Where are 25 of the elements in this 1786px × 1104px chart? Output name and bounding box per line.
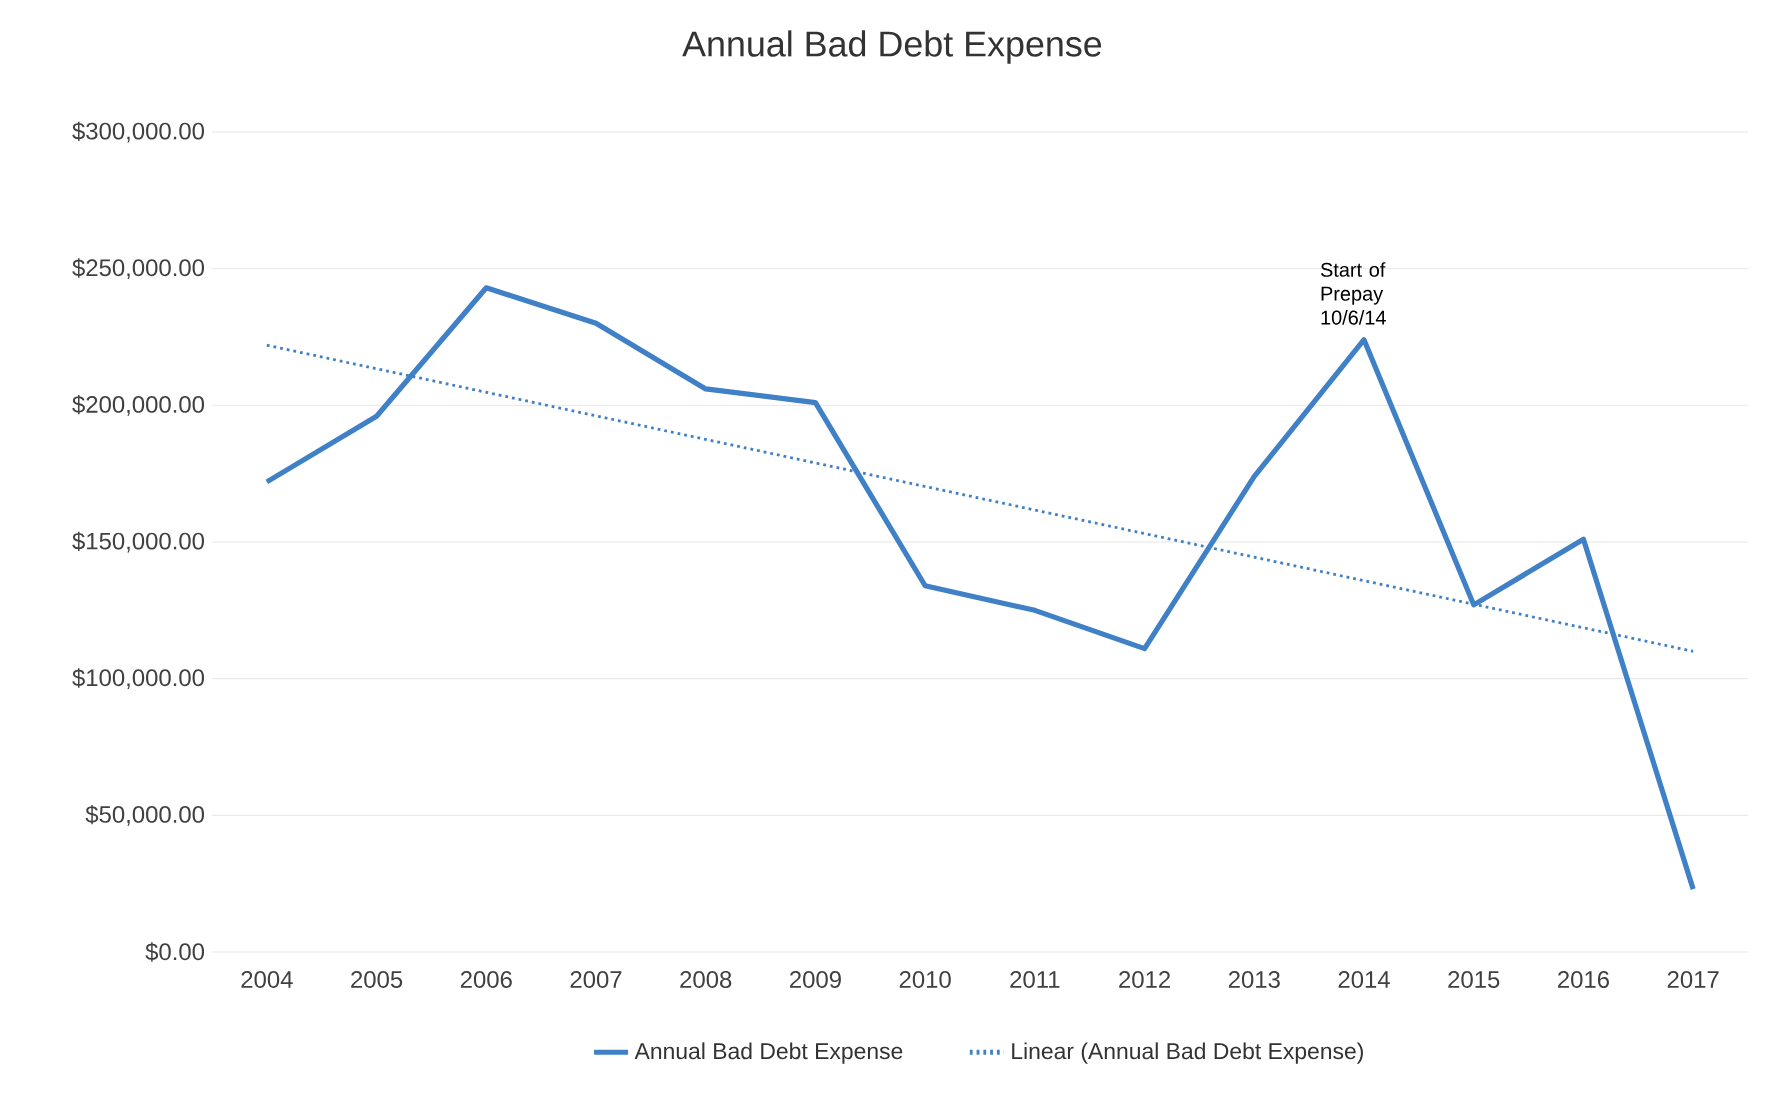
y-tick-label: $150,000.00 bbox=[72, 531, 205, 553]
x-tick-label: 2005 bbox=[351, 971, 403, 988]
x-tick-label: 2012 bbox=[1119, 971, 1170, 988]
x-tick-label: 2014 bbox=[1338, 971, 1390, 988]
x-tick-label: 2004 bbox=[241, 971, 293, 988]
x-tick-label: 2013 bbox=[1228, 971, 1280, 988]
y-tick-label: $200,000.00 bbox=[72, 394, 205, 416]
annotation: Start of Prepay 10/6/14 bbox=[1320, 262, 1386, 325]
y-tick-label: $300,000.00 bbox=[72, 121, 205, 143]
legend-label: Linear (Annual Bad Debt Expense) bbox=[1012, 1042, 1363, 1064]
x-tick-label: 2007 bbox=[570, 971, 622, 988]
x-tick-label: 2015 bbox=[1448, 971, 1500, 988]
x-tick-label: 2010 bbox=[899, 971, 951, 988]
x-tick-label: 2006 bbox=[460, 971, 512, 988]
legend-label: Annual Bad Debt Expense bbox=[634, 1042, 903, 1064]
x-tick-label: 2008 bbox=[680, 971, 732, 988]
x-tick-label: 2017 bbox=[1667, 971, 1719, 988]
y-tick-label: $50,000.00 bbox=[85, 804, 205, 826]
x-tick-label: 2009 bbox=[790, 971, 841, 988]
x-tick-label: 2016 bbox=[1558, 971, 1609, 988]
x-tick-label: 2011 bbox=[1010, 971, 1060, 988]
chart-title: Annual Bad Debt Expense bbox=[682, 30, 1102, 64]
y-tick-label: $100,000.00 bbox=[72, 668, 205, 690]
y-tick-label: $0.00 bbox=[145, 942, 205, 962]
y-tick-label: $250,000.00 bbox=[72, 258, 205, 280]
